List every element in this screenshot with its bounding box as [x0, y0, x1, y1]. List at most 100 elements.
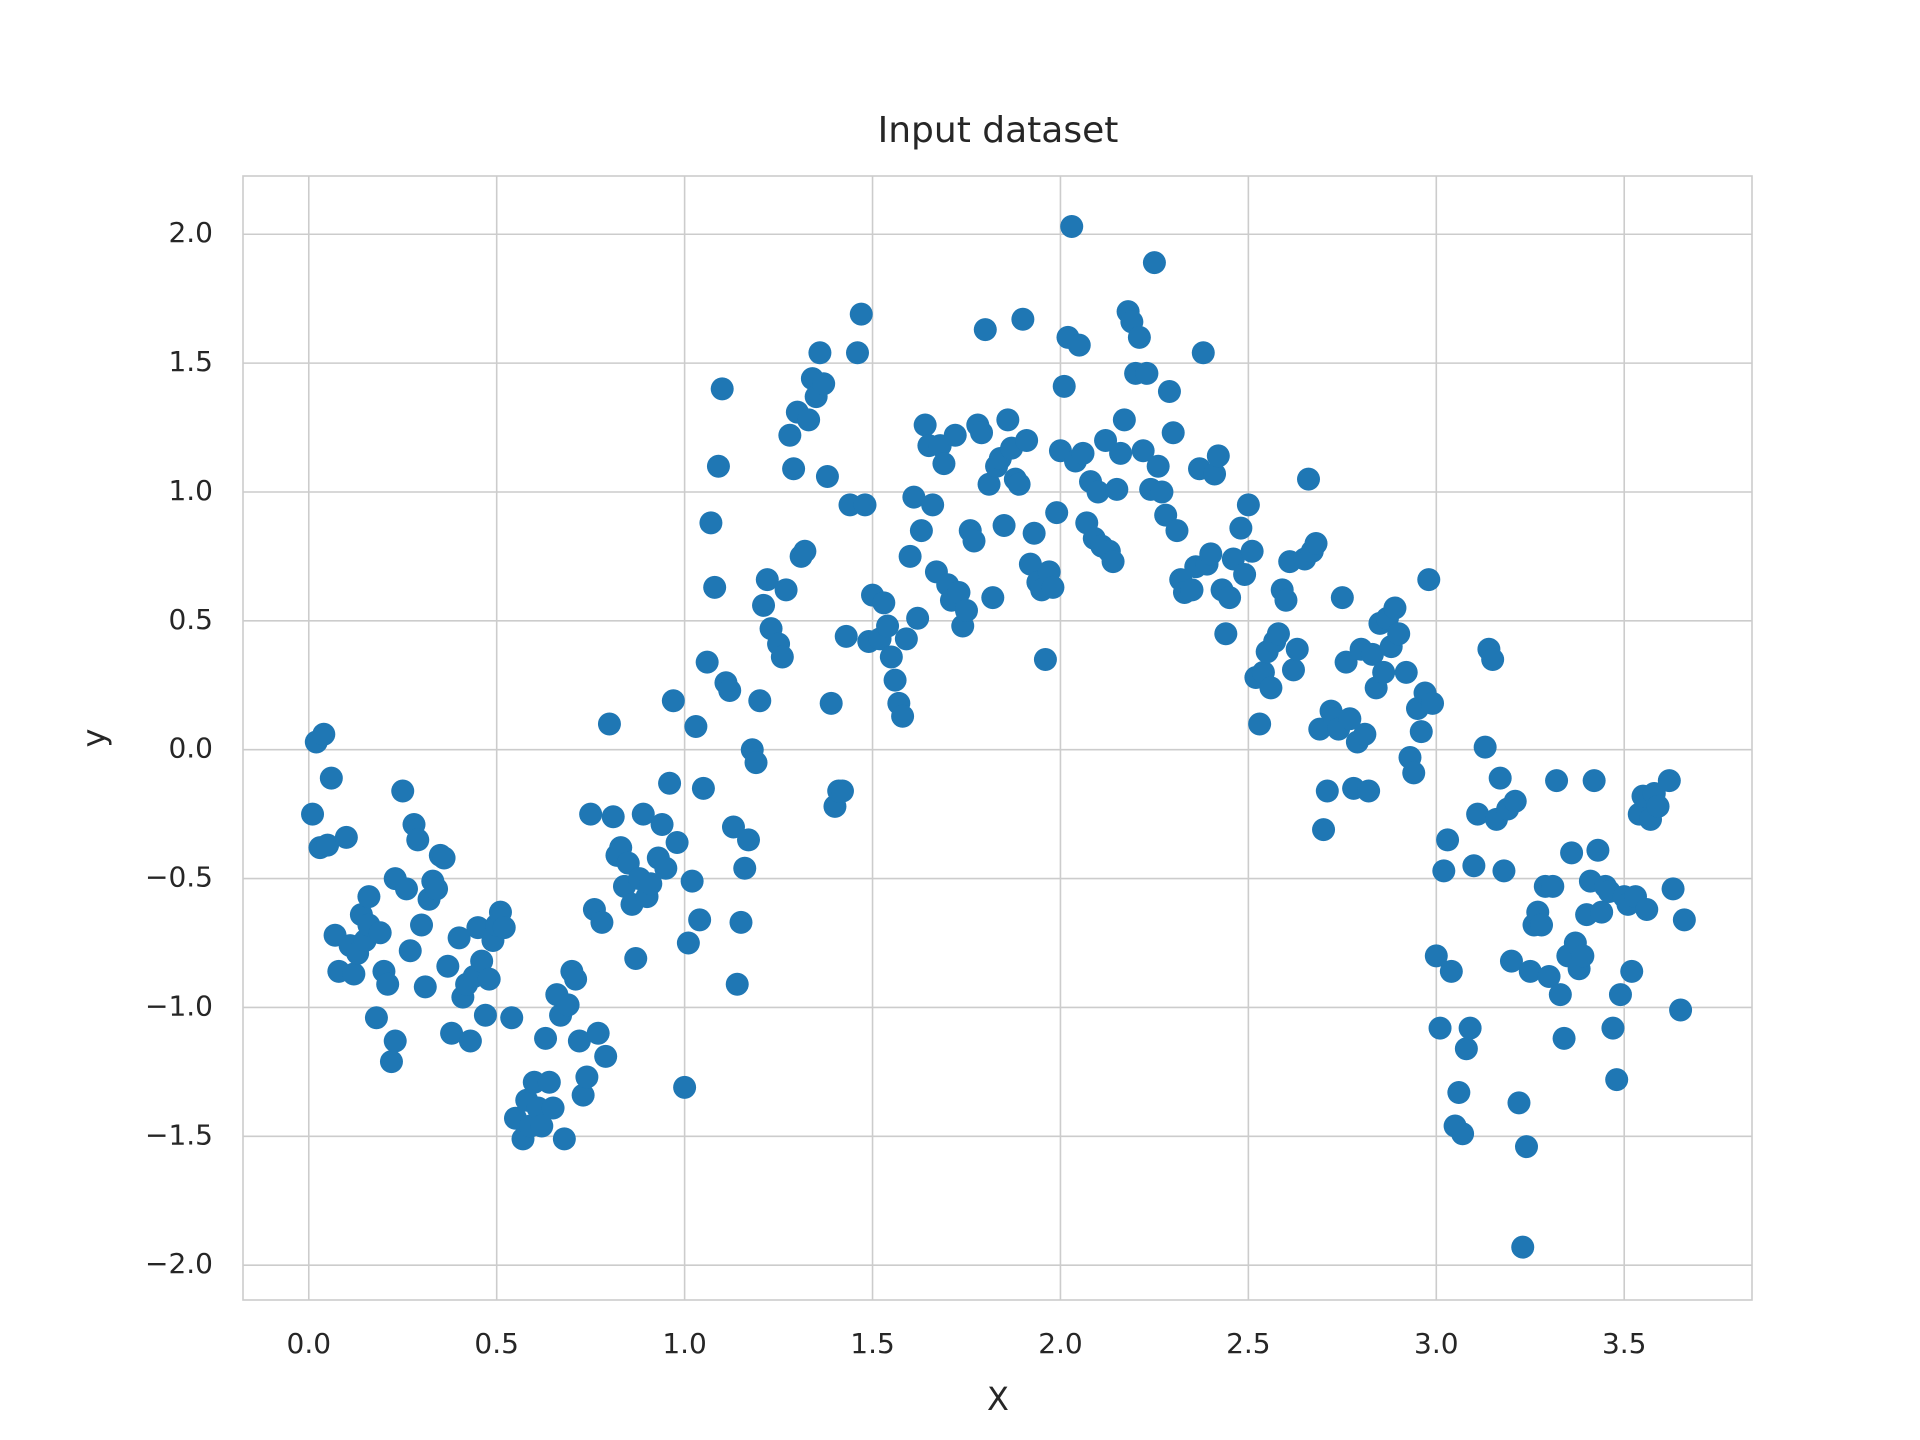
- point: [1229, 516, 1253, 540]
- point: [1274, 588, 1298, 612]
- point: [1360, 642, 1384, 666]
- point: [567, 1029, 591, 1053]
- point: [688, 908, 712, 932]
- point: [1135, 361, 1159, 385]
- point: [1402, 761, 1426, 785]
- y-tick-label: −0.5: [145, 861, 213, 894]
- chart-title: Input dataset: [878, 110, 1119, 151]
- point: [316, 833, 340, 857]
- point: [913, 413, 937, 437]
- y-tick-label: −2.0: [145, 1247, 213, 1280]
- point: [1146, 454, 1170, 478]
- point: [748, 689, 772, 713]
- point: [1409, 720, 1433, 744]
- point: [425, 877, 449, 901]
- point: [853, 493, 877, 517]
- plot-frame: [242, 175, 1753, 1301]
- point: [1045, 501, 1069, 525]
- point: [406, 828, 430, 852]
- point: [1394, 660, 1418, 684]
- point: [849, 302, 873, 326]
- point: [1131, 439, 1155, 463]
- point: [466, 916, 490, 940]
- y-tick-label: 0.0: [168, 732, 213, 765]
- point: [1218, 586, 1242, 610]
- point: [752, 593, 776, 617]
- point: [973, 318, 997, 342]
- point: [571, 1083, 595, 1107]
- y-axis-label: y: [75, 729, 113, 748]
- point: [575, 1065, 599, 1089]
- point: [1165, 519, 1189, 543]
- point: [815, 465, 839, 489]
- point: [676, 931, 700, 955]
- point: [830, 779, 854, 803]
- point: [793, 539, 817, 563]
- point: [1439, 959, 1463, 983]
- point: [1672, 908, 1696, 932]
- point: [1297, 467, 1321, 491]
- y-tick-label: −1.0: [145, 989, 213, 1022]
- point: [631, 802, 655, 826]
- point: [1605, 1068, 1629, 1092]
- x-tick-label: 3.5: [1602, 1327, 1647, 1360]
- point: [1094, 428, 1118, 452]
- point: [1383, 596, 1407, 620]
- point: [1582, 769, 1606, 793]
- point: [1458, 1016, 1482, 1040]
- x-axis-label: X: [987, 1380, 1009, 1418]
- point: [1142, 251, 1166, 275]
- point: [1285, 637, 1309, 661]
- point: [1432, 859, 1456, 883]
- point: [710, 377, 734, 401]
- point: [530, 1114, 554, 1138]
- point: [368, 921, 392, 945]
- point: [902, 485, 926, 509]
- point: [661, 689, 685, 713]
- point: [1357, 779, 1381, 803]
- point: [1372, 660, 1396, 684]
- point: [1514, 1135, 1538, 1159]
- point: [932, 452, 956, 476]
- point: [706, 454, 730, 478]
- point: [1304, 532, 1328, 556]
- point: [1436, 828, 1460, 852]
- point: [1537, 965, 1561, 989]
- point: [1560, 841, 1584, 865]
- point: [534, 1026, 558, 1050]
- point: [1338, 707, 1362, 731]
- point: [1018, 552, 1042, 576]
- point: [876, 614, 900, 638]
- point: [1281, 658, 1305, 682]
- point: [943, 423, 967, 447]
- x-tick-label: 1.5: [850, 1327, 895, 1360]
- point: [1545, 769, 1569, 793]
- point: [470, 949, 494, 973]
- point: [1541, 874, 1565, 898]
- point: [391, 779, 415, 803]
- point: [872, 591, 896, 615]
- point: [1101, 550, 1125, 574]
- point: [552, 1127, 576, 1151]
- point: [1635, 898, 1659, 922]
- point: [1462, 854, 1486, 878]
- point: [797, 408, 821, 432]
- point: [658, 771, 682, 795]
- point: [1507, 1091, 1531, 1115]
- point: [1015, 428, 1039, 452]
- point: [947, 581, 971, 605]
- point: [413, 975, 437, 999]
- point: [774, 578, 798, 602]
- point: [680, 869, 704, 893]
- point: [319, 766, 343, 790]
- point: [1590, 900, 1614, 924]
- point: [834, 624, 858, 648]
- point: [500, 1006, 524, 1030]
- point: [1601, 1016, 1625, 1040]
- y-tick-label: 1.5: [168, 345, 213, 378]
- point: [744, 751, 768, 775]
- point: [1620, 959, 1644, 983]
- point: [1180, 578, 1204, 602]
- point: [703, 575, 727, 599]
- point: [1312, 818, 1336, 842]
